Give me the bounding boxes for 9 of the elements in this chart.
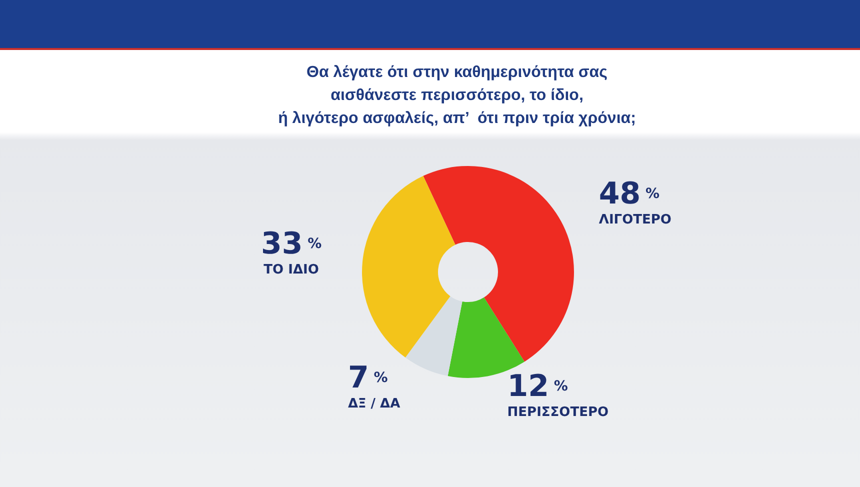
slice-label: ΔΞ / ΔΑ <box>348 396 400 412</box>
slice-label: ΠΕΡΙΣΣΟΤΕΡΟ <box>507 405 609 420</box>
chart-title: Θα λέγατε ότι στην καθημερινότητα σας αισθάνεστε περισσότερο, το ίδιο, ή λιγότερο ασφαλείς, απ’ ότι πριν τρία χρόνια; <box>278 64 636 127</box>
data-label: 33 % <box>260 226 322 262</box>
data-label: 7 % <box>348 360 388 396</box>
data-label: 48 % <box>598 176 660 212</box>
slice-label: ΛΙΓΟΤΕΡΟ <box>598 212 672 228</box>
slice-label: ΤΟ ΙΔΙΟ <box>264 262 319 278</box>
data-label: 12 % <box>507 369 568 404</box>
